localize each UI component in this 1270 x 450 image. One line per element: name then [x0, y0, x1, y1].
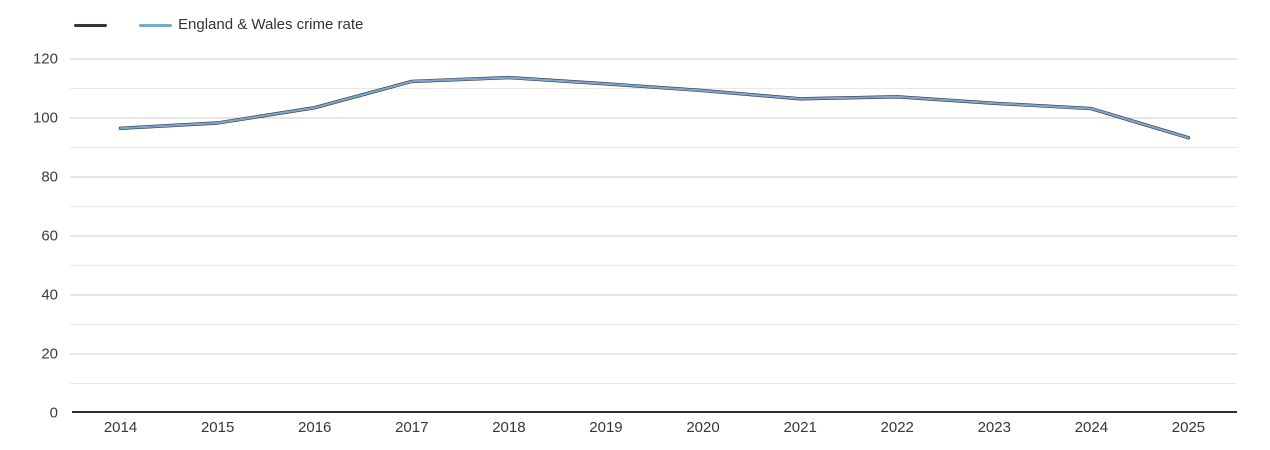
y-axis-tick-label: 0	[49, 404, 58, 422]
y-axis-tick-label: 20	[41, 345, 58, 363]
england-wales-series-swatch	[139, 23, 172, 27]
x-axis-tick-label: 2018	[492, 419, 526, 436]
x-axis-tick-label: 2020	[686, 419, 720, 436]
y-axis-tick-label: 120	[32, 50, 58, 68]
x-axis-tick-label: 2015	[200, 419, 235, 436]
x-axis-tick-label: 2022	[880, 419, 914, 436]
england-wales-crime-rate-line	[119, 76, 1190, 139]
legend-item-england-wales[interactable]: England & Wales crime rate	[139, 16, 363, 34]
england-wales-series-label: England & Wales crime rate	[178, 16, 364, 33]
x-axis-tick-label: 2016	[298, 419, 332, 436]
y-axis-tick-label: 100	[32, 109, 58, 127]
legend: England & Wales crime rate	[74, 16, 363, 34]
y-axis-tick-label: 60	[41, 227, 58, 245]
y-axis-tick-label: 40	[41, 286, 58, 304]
x-axis-tick-label: 2014	[103, 419, 138, 436]
y-axis: 0 20 40 60 80 100 120	[0, 0, 58, 450]
x-axis-tick-label: 2024	[1074, 419, 1109, 436]
x-axis-tick-label: 2021	[783, 419, 817, 436]
y-axis-tick-label: 80	[41, 168, 58, 186]
x-axis: 2014 2015 2016 2017 2018 2019 2020 2021 2022 2023…	[0, 419, 1270, 439]
x-axis-tick-label: 2017	[395, 419, 429, 436]
x-axis-tick-label: 2023	[977, 419, 1011, 436]
x-axis-tick-label: 2019	[589, 419, 623, 436]
legend-item-area[interactable]	[74, 23, 107, 27]
x-axis-tick-label: 2025	[1171, 419, 1206, 436]
area-series-swatch	[74, 23, 107, 27]
